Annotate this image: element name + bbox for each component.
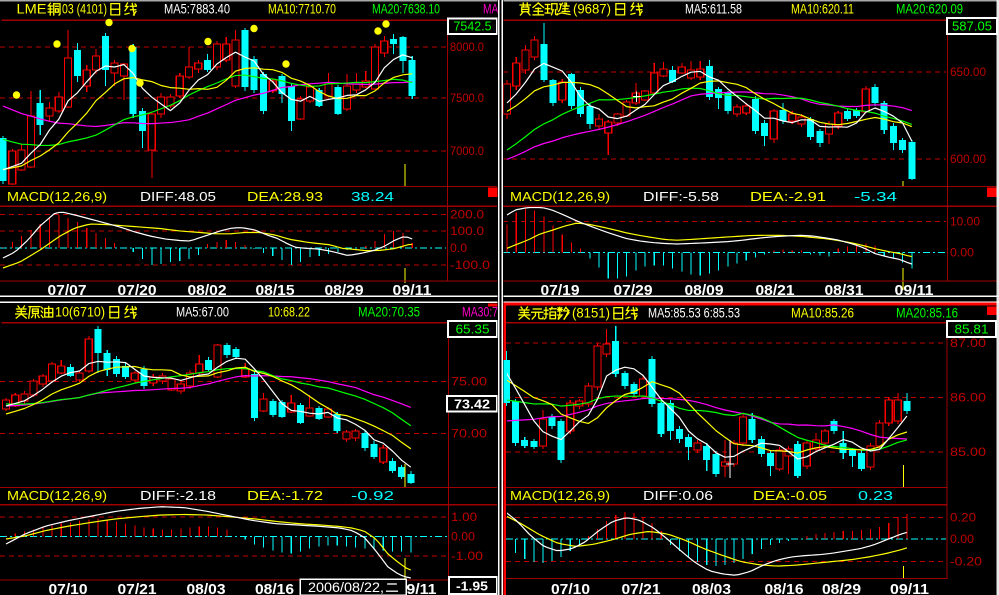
svg-text:0.0: 0.0 — [450, 243, 467, 255]
svg-text:8000.0: 8000.0 — [450, 42, 484, 54]
svg-text:07/21: 07/21 — [622, 582, 661, 595]
svg-text:-0.20: -0.20 — [950, 557, 982, 569]
svg-text:08/29: 08/29 — [325, 283, 364, 299]
svg-text:86.00: 86.00 — [950, 392, 986, 404]
svg-text:DIFF:48.05: DIFF:48.05 — [140, 189, 216, 204]
svg-text:587.05: 587.05 — [952, 20, 992, 34]
svg-text:MA20:7638.10: MA20:7638.10 — [372, 2, 440, 17]
svg-text:-0.92: -0.92 — [351, 488, 394, 503]
svg-text:10(6710): 10(6710) — [55, 305, 105, 320]
svg-text:MACD(12,26,9): MACD(12,26,9) — [510, 189, 610, 204]
svg-text:650.00: 650.00 — [950, 67, 986, 79]
svg-text:08/31: 08/31 — [825, 283, 864, 299]
svg-text:MA10:620.11: MA10:620.11 — [791, 2, 854, 17]
svg-text:200.0: 200.0 — [450, 210, 484, 222]
svg-text:MA10:7710.70: MA10:7710.70 — [268, 2, 336, 17]
svg-text:10:68.22: 10:68.22 — [268, 305, 310, 320]
svg-text:(8151): (8151) — [572, 306, 610, 321]
svg-text:09/11: 09/11 — [890, 582, 929, 595]
svg-text:MACD(12,26,9): MACD(12,26,9) — [510, 488, 610, 503]
svg-text:7542.5: 7542.5 — [454, 20, 492, 34]
svg-text:DEA:-1.72: DEA:-1.72 — [247, 488, 323, 503]
svg-text:07/10: 07/10 — [49, 582, 88, 595]
svg-text:-5.34: -5.34 — [854, 189, 897, 204]
svg-text:2006/08/22,: 2006/08/22, — [308, 580, 384, 595]
svg-text:87.00: 87.00 — [950, 338, 986, 350]
svg-text:0.20: 0.20 — [950, 513, 976, 525]
svg-text:65.35: 65.35 — [456, 323, 490, 337]
svg-text:-1.00: -1.00 — [451, 551, 483, 563]
svg-text:08/29: 08/29 — [822, 582, 861, 595]
svg-text:07/21: 07/21 — [118, 582, 157, 595]
svg-text:7500.0: 7500.0 — [450, 93, 484, 105]
svg-text:DIFF:-2.18: DIFF:-2.18 — [140, 488, 216, 503]
svg-text:0.00: 0.00 — [950, 534, 974, 546]
svg-text:07/19: 07/19 — [541, 283, 580, 299]
svg-text:08/16: 08/16 — [255, 582, 294, 595]
svg-text:MA5:85.53 6:85.53: MA5:85.53 6:85.53 — [648, 306, 740, 321]
svg-text:1.00: 1.00 — [451, 512, 477, 524]
svg-text:DEA:-2.91: DEA:-2.91 — [750, 189, 826, 204]
svg-text:0.00: 0.00 — [950, 248, 974, 260]
svg-text:09/11: 09/11 — [895, 283, 934, 299]
svg-text:(9687): (9687) — [573, 2, 611, 17]
svg-text:08/21: 08/21 — [756, 283, 795, 299]
svg-text:MA20:620.09: MA20:620.09 — [896, 2, 963, 17]
svg-text:08/03: 08/03 — [692, 582, 731, 595]
svg-text:MA5:67.00: MA5:67.00 — [176, 305, 229, 320]
svg-text:85.81: 85.81 — [955, 323, 989, 337]
svg-text:DEA:-0.05: DEA:-0.05 — [753, 488, 827, 503]
svg-text:MACD(12,26,9): MACD(12,26,9) — [7, 189, 107, 204]
svg-text:100.0: 100.0 — [450, 226, 484, 238]
svg-text:MA30:7: MA30:7 — [462, 305, 498, 320]
svg-text:0.00: 0.00 — [451, 532, 475, 544]
svg-text:08/15: 08/15 — [256, 283, 295, 299]
svg-text:08/02: 08/02 — [188, 283, 227, 299]
svg-text:LME: LME — [17, 2, 47, 17]
svg-text:73.42: 73.42 — [454, 397, 490, 412]
svg-text:-1.95: -1.95 — [456, 579, 488, 594]
svg-text:MACD(12,26,9): MACD(12,26,9) — [7, 488, 107, 503]
svg-text:08/03: 08/03 — [187, 582, 226, 595]
svg-text:10.00: 10.00 — [950, 217, 980, 229]
svg-text:85.00: 85.00 — [950, 447, 986, 459]
svg-text:600.00: 600.00 — [950, 154, 986, 166]
svg-text:MA20:85.16: MA20:85.16 — [896, 306, 958, 321]
svg-text:70.00: 70.00 — [451, 429, 487, 441]
svg-text:0.23: 0.23 — [858, 488, 893, 503]
svg-text:DIFF:0.06: DIFF:0.06 — [643, 488, 713, 503]
svg-text:DEA:28.93: DEA:28.93 — [247, 189, 323, 204]
svg-text:09/11: 09/11 — [398, 582, 437, 595]
svg-text:-100.0: -100.0 — [450, 260, 490, 272]
svg-text:7000.0: 7000.0 — [450, 146, 484, 158]
svg-text:08/16: 08/16 — [765, 582, 804, 595]
svg-text:03 (4101): 03 (4101) — [62, 2, 107, 17]
svg-text:07/29: 07/29 — [614, 283, 653, 299]
svg-text:07/07: 07/07 — [48, 283, 87, 299]
svg-text:09/11: 09/11 — [393, 283, 432, 299]
svg-text:DIFF:-5.58: DIFF:-5.58 — [643, 189, 719, 204]
svg-text:08/09: 08/09 — [685, 283, 724, 299]
svg-text:38.24: 38.24 — [351, 189, 394, 204]
svg-text:MA5:611.58: MA5:611.58 — [685, 2, 742, 17]
svg-text:07/20: 07/20 — [118, 283, 157, 299]
svg-text:MA10:85.26: MA10:85.26 — [791, 306, 854, 321]
svg-text:07/10: 07/10 — [551, 582, 590, 595]
svg-text:75.00: 75.00 — [451, 377, 487, 389]
svg-text:MA20:70.35: MA20:70.35 — [358, 305, 420, 320]
svg-text:MA5:7883.40: MA5:7883.40 — [164, 2, 230, 17]
